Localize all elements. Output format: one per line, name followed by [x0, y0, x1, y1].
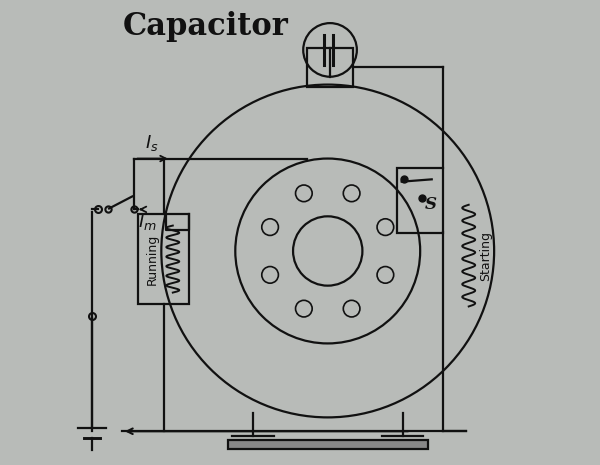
FancyBboxPatch shape — [228, 440, 428, 449]
Bar — [138, 214, 189, 304]
Text: Capacitor: Capacitor — [122, 11, 288, 42]
Text: $I_s$: $I_s$ — [145, 133, 159, 153]
Text: S: S — [425, 196, 437, 213]
Text: Running: Running — [146, 233, 159, 285]
Text: Starting: Starting — [479, 231, 492, 280]
Bar — [307, 47, 353, 87]
Bar — [397, 168, 443, 232]
Text: $I_m$: $I_m$ — [138, 212, 157, 232]
